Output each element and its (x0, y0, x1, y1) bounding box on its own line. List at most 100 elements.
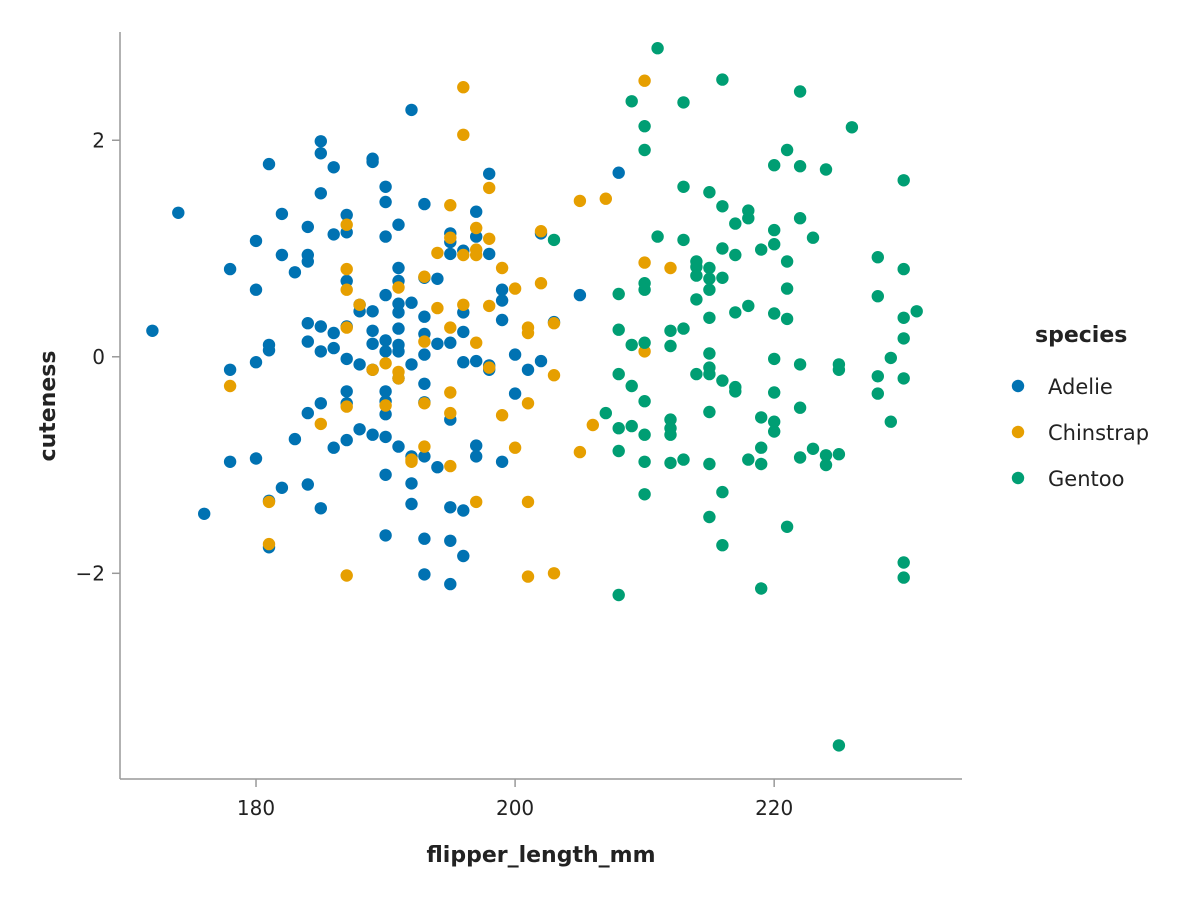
point-gentoo-1 (599, 406, 612, 420)
point-adelie-122 (495, 283, 509, 296)
point-adelie-84 (405, 477, 418, 490)
point-chinstrap-60 (586, 418, 599, 432)
point-gentoo-19 (638, 455, 651, 468)
point-adelie-7 (249, 283, 263, 296)
point-gentoo-32 (677, 322, 690, 335)
point-chinstrap-19 (418, 270, 431, 283)
point-adelie-64 (379, 385, 392, 398)
point-gentoo-5 (612, 422, 625, 435)
point-gentoo-10 (625, 379, 638, 393)
point-adelie-130 (534, 354, 548, 368)
point-chinstrap-30 (444, 459, 457, 473)
point-gentoo-80 (780, 255, 794, 268)
point-gentoo-67 (755, 411, 768, 424)
point-chinstrap-38 (470, 336, 483, 349)
point-gentoo-66 (755, 243, 768, 256)
point-gentoo-99 (845, 121, 859, 134)
point-adelie-34 (327, 161, 340, 174)
point-gentoo-87 (793, 358, 807, 371)
point-gentoo-27 (664, 428, 677, 441)
x-tick-label-220: 220 (755, 796, 793, 820)
point-gentoo-53 (716, 271, 729, 284)
point-chinstrap-34 (457, 298, 470, 311)
legend-title: species (1035, 323, 1127, 348)
point-adelie-5 (223, 455, 237, 468)
point-chinstrap-65 (664, 261, 677, 275)
point-adelie-43 (340, 352, 353, 366)
point-gentoo-83 (780, 520, 794, 533)
point-chinstrap-14 (392, 281, 405, 294)
point-chinstrap-16 (392, 372, 405, 385)
point-adelie-90 (418, 348, 431, 361)
point-gentoo-70 (755, 582, 768, 595)
point-adelie-66 (379, 408, 392, 421)
point-gentoo-24 (664, 339, 677, 353)
point-chinstrap-22 (418, 440, 431, 453)
point-gentoo-101 (871, 290, 884, 303)
point-gentoo-96 (832, 363, 846, 376)
x-tick-label-180: 180 (237, 796, 275, 820)
point-adelie-30 (314, 320, 327, 333)
point-gentoo-8 (625, 95, 638, 108)
legend-label-gentoo: Gentoo (1048, 467, 1124, 491)
point-chinstrap-47 (508, 441, 522, 454)
point-chinstrap-18 (405, 455, 418, 468)
point-chinstrap-6 (340, 283, 353, 296)
legend: species Adelie Chinstrap Gentoo (1011, 323, 1149, 491)
y-tick-label-2: 2 (92, 128, 105, 152)
point-chinstrap-21 (418, 397, 431, 410)
point-adelie-3 (223, 262, 237, 276)
legend-label-adelie: Adelie (1048, 375, 1113, 399)
point-gentoo-52 (716, 242, 729, 255)
point-adelie-73 (392, 297, 405, 310)
point-adelie-27 (314, 135, 327, 148)
point-adelie-85 (405, 497, 418, 511)
point-gentoo-29 (677, 96, 690, 109)
point-chinstrap-41 (483, 232, 496, 245)
point-adelie-132 (573, 288, 587, 302)
point-adelie-53 (366, 305, 379, 318)
point-adelie-32 (314, 397, 327, 410)
point-adelie-114 (470, 230, 483, 243)
point-chinstrap-64 (638, 345, 651, 358)
point-gentoo-41 (703, 272, 716, 285)
point-adelie-57 (366, 428, 379, 441)
point-adelie-118 (483, 167, 496, 180)
point-chinstrap-53 (534, 225, 548, 238)
point-gentoo-36 (690, 269, 703, 282)
point-adelie-81 (405, 296, 418, 309)
point-adelie-98 (431, 461, 444, 474)
point-gentoo-71 (768, 159, 781, 172)
point-adelie-61 (379, 288, 392, 302)
point-chinstrap-24 (431, 301, 444, 315)
point-gentoo-7 (612, 588, 625, 602)
point-gentoo-25 (664, 413, 677, 426)
point-gentoo-0 (547, 233, 561, 247)
point-gentoo-61 (729, 385, 742, 398)
point-adelie-86 (418, 197, 431, 211)
point-gentoo-76 (768, 386, 781, 399)
point-gentoo-48 (703, 457, 716, 471)
point-chinstrap-57 (547, 567, 561, 580)
point-adelie-12 (262, 344, 276, 357)
point-chinstrap-28 (444, 386, 457, 399)
point-chinstrap-31 (457, 81, 470, 94)
point-gentoo-22 (651, 230, 664, 243)
point-gentoo-51 (716, 200, 729, 213)
points-layer (146, 42, 923, 752)
y-axis-title: cuteness (36, 351, 61, 462)
point-adelie-28 (314, 147, 327, 160)
point-gentoo-54 (716, 374, 729, 387)
point-gentoo-56 (716, 539, 729, 552)
y-tick-label-0: 0 (92, 345, 105, 369)
point-gentoo-38 (690, 367, 703, 381)
point-gentoo-86 (793, 212, 807, 225)
point-gentoo-39 (703, 186, 716, 199)
point-gentoo-2 (612, 287, 625, 301)
point-adelie-74 (392, 306, 405, 319)
point-gentoo-44 (703, 347, 716, 360)
point-adelie-54 (366, 324, 379, 337)
legend-items: Adelie Chinstrap Gentoo (1011, 375, 1149, 491)
point-gentoo-68 (755, 441, 768, 454)
point-gentoo-47 (703, 405, 716, 419)
